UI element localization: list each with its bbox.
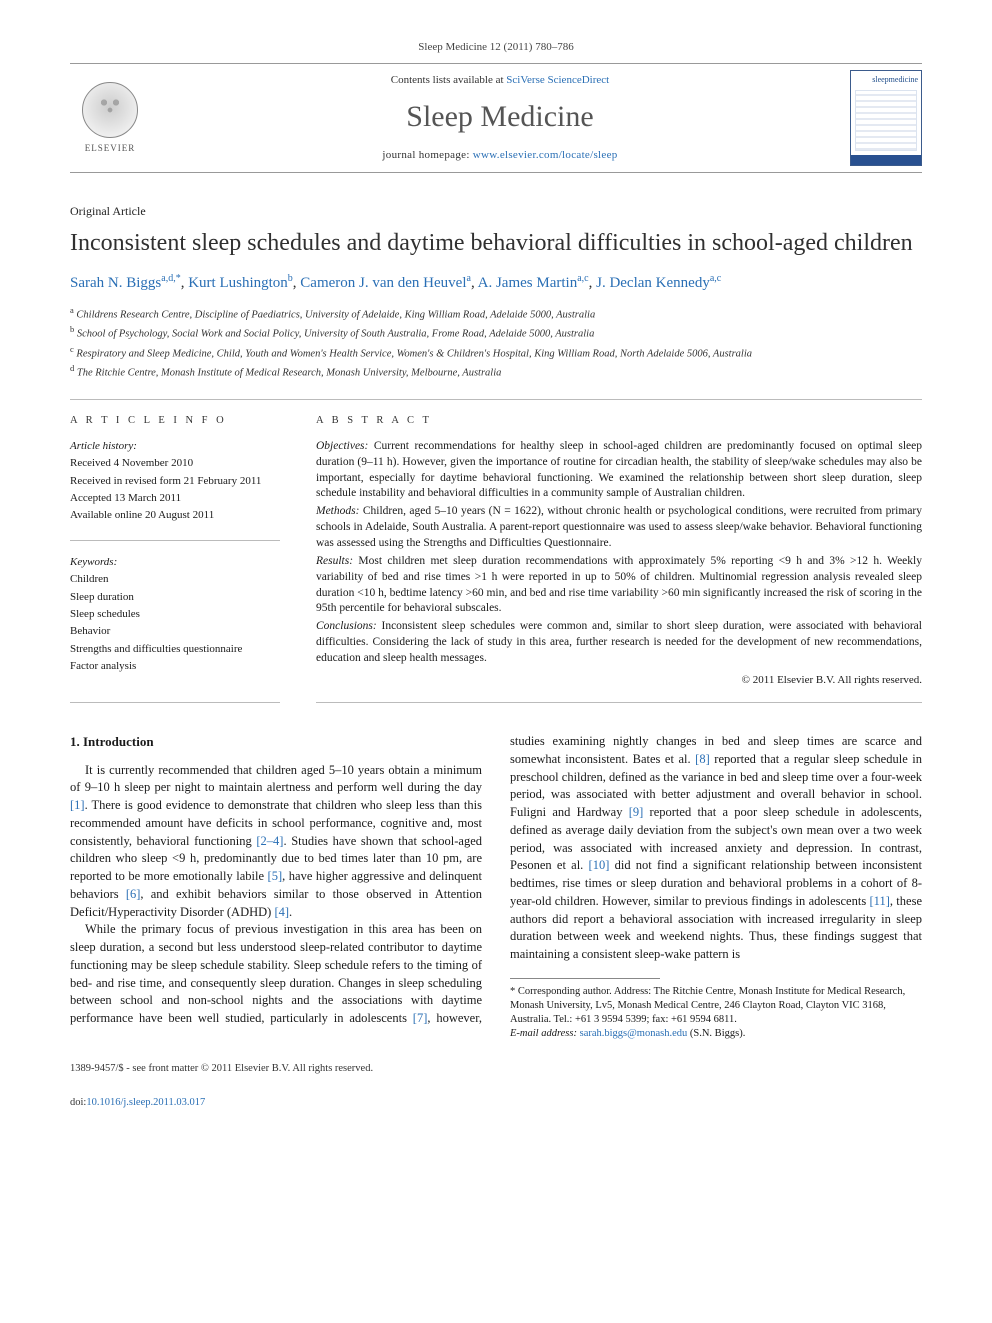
journal-cover-thumbnail: sleepmedicine <box>850 70 922 166</box>
affil-text: Childrens Research Centre, Discipline of… <box>76 310 595 321</box>
corresponding-author-footnote: * Corresponding author. Address: The Rit… <box>510 985 922 1042</box>
abstract-text: Current recommendations for healthy slee… <box>316 440 922 500</box>
doi-label: doi: <box>70 1097 86 1108</box>
citation-ref[interactable]: [4] <box>274 905 289 919</box>
affil-sup: d <box>70 363 74 373</box>
author: Kurt Lushingtonb <box>188 275 293 291</box>
author-name[interactable]: J. Declan Kennedy <box>596 275 710 291</box>
corr-email-link[interactable]: sarah.biggs@monash.edu <box>580 1028 688 1039</box>
affil-sup: a <box>70 305 74 315</box>
citation-ref[interactable]: [5] <box>268 869 283 883</box>
journal-homepage-line: journal homepage: www.elsevier.com/locat… <box>150 148 850 163</box>
journal-homepage-link[interactable]: www.elsevier.com/locate/sleep <box>473 149 618 161</box>
cover-footer <box>851 155 921 165</box>
homepage-prefix: journal homepage: <box>382 149 472 161</box>
abstract-heading: A B S T R A C T <box>316 414 922 429</box>
corresponding-mark: * <box>176 273 181 284</box>
citation-line: Sleep Medicine 12 (2011) 780–786 <box>70 40 922 55</box>
citation-ref[interactable]: [6] <box>126 887 141 901</box>
citation-ref[interactable]: [11] <box>870 894 890 908</box>
affil-sup: b <box>70 324 74 334</box>
abstract-conclusions: Conclusions: Inconsistent sleep schedule… <box>316 619 922 667</box>
author-name[interactable]: Sarah N. Biggs <box>70 275 161 291</box>
citation-ref[interactable]: [8] <box>695 752 710 766</box>
abstract-text: Most children met sleep duration recomme… <box>316 555 922 615</box>
affil-text: School of Psychology, Social Work and So… <box>77 329 594 340</box>
author-name[interactable]: Cameron J. van den Heuvel <box>300 275 466 291</box>
article-info-block: A R T I C L E I N F O Article history: R… <box>70 399 280 703</box>
citation-ref[interactable]: [9] <box>629 805 644 819</box>
abstract-text: Children, aged 5–10 years (N = 1622), wi… <box>316 505 922 549</box>
abstract-methods: Methods: Children, aged 5–10 years (N = … <box>316 504 922 552</box>
author: Sarah N. Biggsa,d,* <box>70 275 181 291</box>
journal-masthead: ELSEVIER Contents lists available at Sci… <box>70 63 922 173</box>
article-body: 1. Introduction It is currently recommen… <box>70 733 922 1041</box>
author-affil-marks: a,c <box>577 273 588 284</box>
author-name[interactable]: A. James Martin <box>478 275 578 291</box>
doi-line: doi:10.1016/j.sleep.2011.03.017 <box>70 1096 922 1111</box>
history-item: Received in revised form 21 February 201… <box>70 474 280 489</box>
front-matter-line: 1389-9457/$ - see front matter © 2011 El… <box>70 1062 922 1077</box>
author-affil-marks: a,d, <box>161 273 175 284</box>
article-title: Inconsistent sleep schedules and daytime… <box>70 228 922 258</box>
history-item: Received 4 November 2010 <box>70 456 280 471</box>
section-heading-introduction: 1. Introduction <box>70 733 482 751</box>
sciencedirect-link[interactable]: SciVerse ScienceDirect <box>506 74 609 86</box>
footnote-separator <box>510 978 660 979</box>
affil-sup: c <box>70 344 74 354</box>
keyword: Sleep duration <box>70 590 280 605</box>
citation-ref[interactable]: [1] <box>70 798 85 812</box>
keyword: Children <box>70 572 280 587</box>
citation-ref[interactable]: [10] <box>589 858 610 872</box>
keyword: Strengths and difficulties questionnaire <box>70 642 280 657</box>
author: J. Declan Kennedya,c <box>596 275 721 291</box>
author-list: Sarah N. Biggsa,d,*, Kurt Lushingtonb, C… <box>70 272 922 294</box>
citation-ref[interactable]: [7] <box>413 1011 428 1025</box>
affiliation-list: a Childrens Research Centre, Discipline … <box>70 304 922 381</box>
citation-ref[interactable]: [2–4] <box>256 834 283 848</box>
article-info-heading: A R T I C L E I N F O <box>70 414 280 429</box>
author: A. James Martina,c <box>478 275 589 291</box>
cover-title: sleepmedicine <box>851 71 921 85</box>
keyword: Sleep schedules <box>70 607 280 622</box>
affiliation: b School of Psychology, Social Work and … <box>70 323 922 342</box>
abstract-results: Results: Most children met sleep duratio… <box>316 554 922 617</box>
article-history-label: Article history: <box>70 439 280 454</box>
author-name[interactable]: Kurt Lushington <box>188 275 288 291</box>
keyword: Behavior <box>70 624 280 639</box>
author-affil-marks: b <box>288 273 293 284</box>
affiliation: c Respiratory and Sleep Medicine, Child,… <box>70 343 922 362</box>
affil-text: Respiratory and Sleep Medicine, Child, Y… <box>76 348 752 359</box>
doi-link[interactable]: 10.1016/j.sleep.2011.03.017 <box>86 1097 205 1108</box>
abstract-block: A B S T R A C T Objectives: Current reco… <box>316 399 922 703</box>
article-type: Original Article <box>70 203 922 220</box>
elsevier-tree-icon <box>82 82 138 138</box>
affil-text: The Ritchie Centre, Monash Institute of … <box>77 367 502 378</box>
keyword: Factor analysis <box>70 659 280 674</box>
corr-address: * Corresponding author. Address: The Rit… <box>510 985 922 1028</box>
cover-body <box>855 90 917 152</box>
history-item: Available online 20 August 2011 <box>70 508 280 523</box>
abstract-text: Inconsistent sleep schedules were common… <box>316 620 922 664</box>
email-tail: (S.N. Biggs). <box>687 1028 745 1039</box>
body-paragraph: It is currently recommended that childre… <box>70 762 482 922</box>
affiliation: a Childrens Research Centre, Discipline … <box>70 304 922 323</box>
abstract-copyright: © 2011 Elsevier B.V. All rights reserved… <box>316 673 922 688</box>
author-affil-marks: a <box>467 273 471 284</box>
publisher-name: ELSEVIER <box>85 142 136 155</box>
journal-name: Sleep Medicine <box>150 96 850 138</box>
contents-prefix: Contents lists available at <box>391 74 506 86</box>
contents-available-line: Contents lists available at SciVerse Sci… <box>150 73 850 88</box>
author-affil-marks: a,c <box>710 273 721 284</box>
affiliation: d The Ritchie Centre, Monash Institute o… <box>70 362 922 381</box>
email-label: E-mail address: <box>510 1028 577 1039</box>
history-item: Accepted 13 March 2011 <box>70 491 280 506</box>
keywords-label: Keywords: <box>70 540 280 570</box>
author: Cameron J. van den Heuvela <box>300 275 471 291</box>
abstract-objectives: Objectives: Current recommendations for … <box>316 439 922 502</box>
publisher-logo: ELSEVIER <box>70 73 150 163</box>
